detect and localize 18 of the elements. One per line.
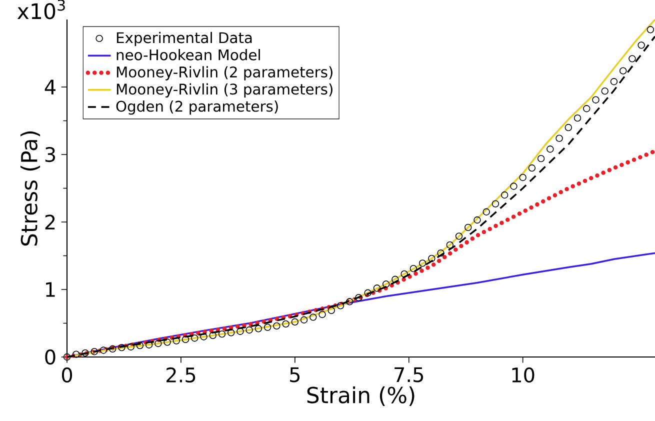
x-tick-label: 5 [290,367,300,382]
x-tick-label: 10 [512,367,534,383]
y-tick-label: 3 [45,146,55,162]
y-tick-label: 0 [45,349,56,365]
y-tick-label: 2 [45,214,55,230]
text: x10$^{3}$ [17,0,65,20]
legend-label: Experimental Data [116,32,252,46]
legend-label: Mooney-Rivlin (3 parameters) [116,83,332,98]
x-tick-label: 2.5 [166,367,196,383]
x-tick-label: 0 [62,367,72,383]
legend-label: neo-Hookean Model [116,49,260,60]
y-tick-label: 4 [44,80,56,94]
y-tick-label: 1 [46,282,55,297]
x-tick-label: 7.5 [394,367,424,382]
x-axis-title: Strain (%) [307,386,414,406]
legend-label: Ogden (2 parameters) [116,100,278,115]
legend-label: Mooney-Rivlin (2 parameters) [116,66,332,80]
y-axis-title: Stress (Pa) [20,131,40,246]
